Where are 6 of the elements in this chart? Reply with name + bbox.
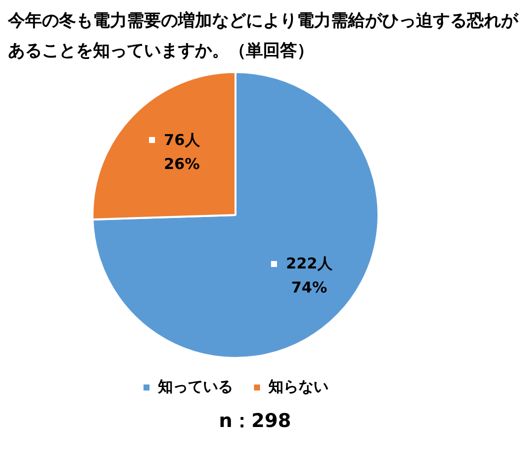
chart-title: 今年の冬も電力需要の増加などにより電力需給がひっ迫する恐れがあることを知っていますか。（単回答） [8,10,520,63]
legend-label: 知っている [157,377,233,396]
legend-label: 知らない [268,377,328,396]
text: n：298 [218,409,292,434]
data-label: 222人 74% [286,254,334,297]
data-label: 76人 26% [164,131,201,174]
